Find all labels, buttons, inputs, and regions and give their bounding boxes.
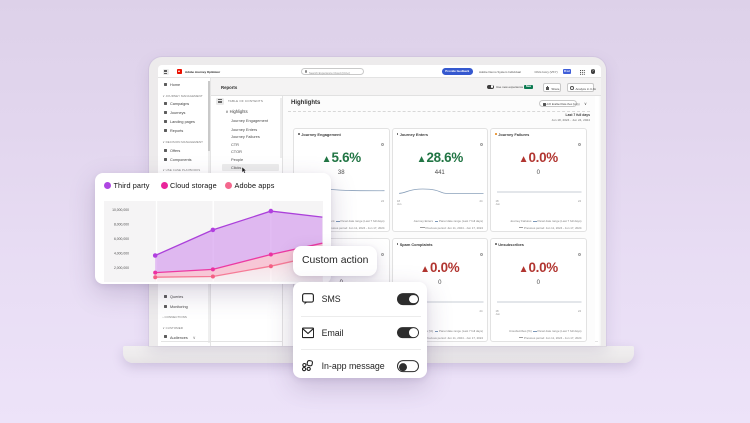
- svg-text:2,000,000: 2,000,000: [114, 266, 129, 270]
- svg-text:4,000,000: 4,000,000: [114, 252, 129, 256]
- svg-text:6,000,000: 6,000,000: [114, 237, 129, 241]
- svg-text:8,000,000: 8,000,000: [114, 223, 129, 227]
- svg-text:10,000,000: 10,000,000: [112, 209, 129, 213]
